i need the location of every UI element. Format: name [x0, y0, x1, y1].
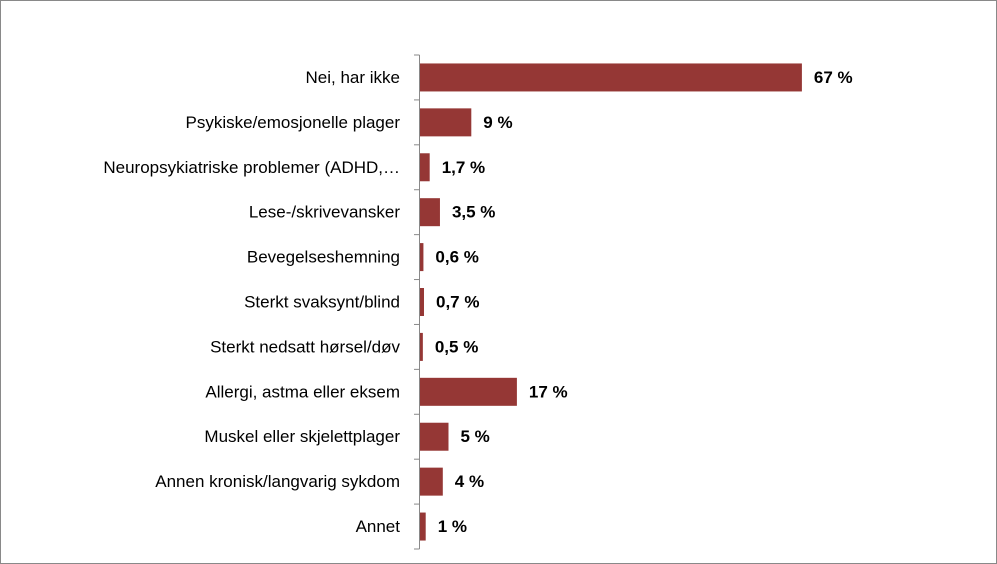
bar [420, 332, 423, 361]
value-label: 0,5 % [435, 337, 478, 356]
value-label: 67 % [814, 68, 853, 87]
category-label: Sterkt nedsatt hørsel/døv [210, 337, 400, 356]
value-label: 0,7 % [436, 292, 479, 311]
bar [420, 288, 424, 316]
category-label: Annet [356, 517, 401, 536]
category-label: Annen kronisk/langvarig sykdom [155, 472, 400, 491]
value-label: 9 % [483, 113, 512, 132]
bar [420, 422, 449, 451]
bar [420, 63, 802, 92]
value-label: 5 % [461, 427, 490, 446]
bar [420, 198, 440, 227]
bar [420, 512, 426, 541]
category-label: Neuropsykiatriske problemer (ADHD,… [103, 158, 400, 177]
category-label: Lese-/skrivevansker [249, 203, 401, 222]
value-label: 4 % [455, 472, 484, 491]
value-label: 0,6 % [435, 248, 478, 267]
bar [420, 467, 443, 496]
bar [420, 108, 472, 137]
category-label: Nei, har ikke [306, 68, 400, 87]
value-label: 17 % [529, 382, 568, 401]
category-label: Muskel eller skjelettplager [204, 427, 400, 446]
bar [420, 153, 430, 182]
bar [420, 377, 517, 406]
category-label: Bevegelseshemning [247, 248, 400, 267]
category-label: Sterkt svaksynt/blind [244, 292, 400, 311]
value-label: 1 % [438, 517, 467, 536]
value-label: 1,7 % [442, 158, 485, 177]
category-label: Psykiske/emosjonelle plager [186, 113, 401, 132]
value-label: 3,5 % [452, 203, 495, 222]
category-label: Allergi, astma eller eksem [205, 382, 400, 401]
bar [420, 243, 424, 272]
